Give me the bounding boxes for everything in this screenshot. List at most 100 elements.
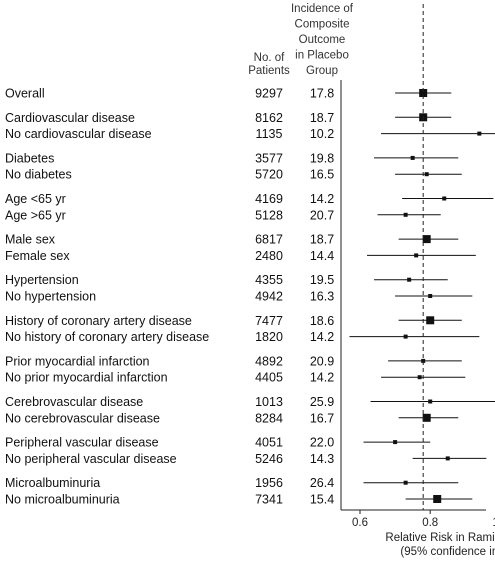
forest-row: Male sex 6817 18.7 (5, 233, 334, 247)
patients-count: 4892 (255, 354, 283, 368)
forest-row: No cardiovascular disease 1135 10.2 (5, 127, 334, 141)
forest-row: Peripheral vascular disease 4051 22.0 (5, 436, 334, 450)
patients-count: 5128 (255, 208, 283, 222)
incidence-value: 18.6 (310, 314, 334, 328)
incidence-value: 22.0 (310, 436, 334, 450)
subgroup-label: History of coronary artery disease (5, 314, 192, 328)
patients-count: 5246 (255, 452, 283, 466)
forest-row: Overall 9297 17.8 (5, 87, 334, 101)
forest-row: Age >65 yr 5128 20.7 (5, 208, 334, 222)
subgroup-label: Age >65 yr (5, 208, 66, 222)
subgroup-label: No history of coronary artery disease (5, 330, 209, 344)
point-estimate (477, 131, 482, 136)
incidence-value: 14.2 (310, 330, 334, 344)
incidence-value: 16.3 (310, 290, 334, 304)
subgroup-label: Male sex (5, 233, 56, 247)
x-axis: 0.60.81.01.2Relative Risk in Ramipril Gr… (352, 510, 495, 558)
incidence-header-line: Composite (295, 19, 350, 31)
forest-row: No hypertension 4942 16.3 (5, 290, 334, 304)
incidence-value: 19.5 (310, 273, 334, 287)
plot-area (340, 4, 495, 511)
forest-row: Female sex 2480 14.4 (5, 249, 334, 263)
patients-count: 1820 (255, 330, 283, 344)
subgroup-label: Peripheral vascular disease (5, 436, 159, 450)
patients-count: 1956 (255, 476, 283, 490)
point-estimate (428, 294, 433, 298)
point-estimate (414, 253, 419, 258)
incidence-value: 14.3 (310, 452, 334, 466)
point-estimate (403, 334, 408, 339)
patients-count: 4051 (255, 436, 283, 450)
subgroup-label: Diabetes (5, 151, 54, 165)
patients-count: 1135 (256, 127, 283, 141)
subgroup-label: No prior myocardial infarction (5, 371, 168, 385)
incidence-value: 14.2 (310, 371, 334, 385)
patients-count: 7477 (255, 314, 283, 328)
point-estimate (422, 413, 431, 422)
patients-count: 4405 (255, 371, 283, 385)
patients-count: 2480 (255, 249, 283, 263)
incidence-value: 19.8 (310, 151, 334, 165)
incidence-value: 16.5 (310, 168, 334, 182)
forest-row: No prior myocardial infarction 4405 14.2 (5, 371, 334, 385)
subgroup-label: No cerebrovascular disease (5, 411, 160, 425)
point-estimate (403, 212, 408, 217)
subgroup-label: No cardiovascular disease (5, 127, 152, 141)
incidence-value: 25.9 (310, 395, 334, 409)
point-estimate (407, 277, 412, 282)
incidence-value: 10.2 (310, 127, 334, 141)
subgroup-label: No diabetes (5, 168, 72, 182)
incidence-value: 20.9 (310, 354, 334, 368)
x-axis-title: Relative Risk in Ramipril Group (385, 532, 495, 544)
point-estimate (419, 89, 428, 97)
incidence-value: 15.4 (310, 493, 334, 507)
patients-count: 8284 (255, 411, 283, 425)
point-estimate (417, 375, 422, 380)
x-tick-label: 0.6 (352, 517, 368, 529)
patients-count: 9297 (255, 87, 283, 101)
patients-count: 3577 (255, 151, 283, 165)
subgroup-label: Female sex (5, 249, 70, 263)
subgroup-label: Age <65 yr (5, 192, 66, 206)
point-estimate (442, 196, 447, 201)
point-estimate (410, 155, 415, 160)
incidence-value: 16.7 (310, 411, 334, 425)
patients-count: 8162 (255, 111, 283, 125)
incidence-value: 20.7 (310, 208, 334, 222)
forest-row: Hypertension 4355 19.5 (5, 273, 334, 287)
incidence-value: 18.7 (310, 111, 334, 125)
x-tick-label: 1.0 (492, 517, 495, 529)
incidence-value: 18.7 (310, 233, 334, 247)
subgroup-label: Cerebrovascular disease (5, 395, 143, 409)
x-tick-label: 0.8 (422, 517, 438, 529)
point-estimate (428, 399, 433, 404)
point-estimate (393, 440, 398, 445)
point-estimate (433, 495, 442, 503)
forest-row: Diabetes 3577 19.8 (5, 151, 334, 165)
patients-count: 5720 (255, 168, 283, 182)
patients-count: 6817 (255, 233, 283, 247)
forest-row: Cerebrovascular disease 1013 25.9 (5, 395, 334, 409)
subgroup-label: Overall (5, 87, 45, 101)
subgroup-label: Prior myocardial infarction (5, 354, 150, 368)
subgroup-rows: Overall 9297 17.8 Cardiovascular disease 816… (5, 87, 334, 507)
point-estimate (426, 316, 435, 325)
subgroup-label: Hypertension (5, 273, 79, 287)
forest-row: Microalbuminuria 1956 26.4 (5, 476, 334, 490)
incidence-value: 17.8 (310, 87, 334, 101)
incidence-header-line: Group (306, 65, 338, 77)
forest-row: No peripheral vascular disease 5246 14.3 (5, 452, 334, 466)
patients-count: 4942 (255, 290, 283, 304)
patients-header-line: Patients (248, 65, 290, 77)
patients-count: 1013 (255, 395, 283, 409)
patients-count: 4169 (255, 192, 283, 206)
incidence-header-line: Outcome (299, 34, 346, 46)
incidence-value: 26.4 (310, 476, 334, 490)
x-axis-title: (95% confidence interval) (400, 546, 495, 558)
point-estimate (422, 235, 431, 244)
patients-count: 4355 (255, 273, 283, 287)
forest-row: No history of coronary artery disease 182… (5, 330, 334, 344)
point-estimate (445, 456, 450, 461)
